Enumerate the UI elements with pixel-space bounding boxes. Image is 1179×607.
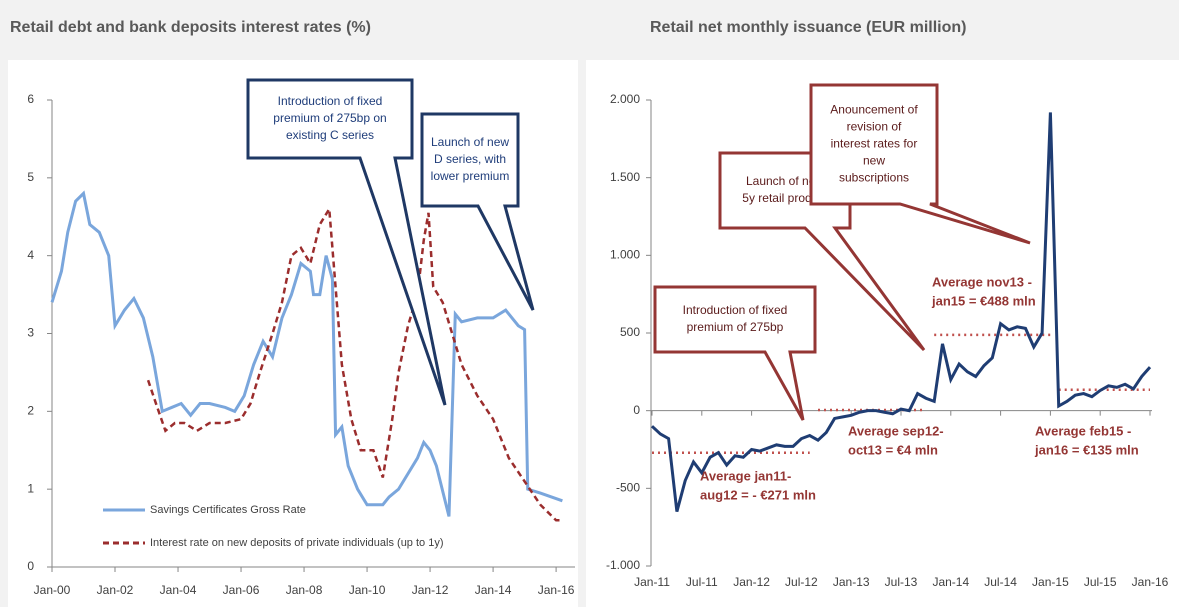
x-tick-label: Jan-14: [932, 575, 969, 589]
callout: [420, 112, 535, 311]
legend-label: Interest rate on new deposits of private…: [150, 537, 444, 549]
x-tick-label: Jan-15: [1032, 575, 1069, 589]
series-line: [50, 190, 563, 517]
y-tick-label: 0: [27, 559, 34, 573]
callout-text: subscriptions: [839, 171, 909, 185]
callout-text: Launch of new: [746, 174, 824, 188]
y-tick-label: 1.000: [610, 248, 640, 262]
x-tick-label: Jul-13: [885, 575, 918, 589]
x-tick-label: Jul-11: [686, 575, 718, 589]
callout-text: revision of: [847, 120, 902, 134]
average-label: jan16 = €135 mln: [1034, 442, 1139, 457]
y-tick-label: 5: [27, 170, 34, 184]
callout-text: Introduction of fixed: [278, 94, 383, 108]
callout-text: Launch of new: [431, 135, 509, 149]
y-tick-label: 3: [27, 326, 34, 340]
x-tick-label: Jan-16: [1132, 575, 1169, 589]
y-tick-label: 6: [27, 92, 34, 106]
left-title: Retail debt and bank deposits interest r…: [10, 19, 371, 36]
y-tick-label: 500: [620, 325, 640, 339]
series-line: [650, 112, 1152, 513]
right-title: Retail net monthly issuance (EUR million…: [650, 19, 967, 36]
y-tick-label: 2: [27, 404, 34, 418]
callout-text: D series, with: [434, 152, 506, 166]
x-tick-label: Jan-04: [160, 583, 197, 597]
legend-label: Savings Certificates Gross Rate: [150, 504, 306, 516]
average-label: Average feb15 -: [1035, 423, 1131, 438]
x-tick-label: Jan-10: [349, 583, 386, 597]
y-tick-label: 1: [27, 481, 34, 495]
callout-text: 5y retail product: [742, 191, 828, 205]
x-tick-label: Jan-02: [97, 583, 134, 597]
callout-text: existing C series: [286, 128, 374, 142]
y-tick-label: 4: [27, 248, 34, 262]
callout: [809, 83, 1031, 245]
x-tick-label: Jan-11: [634, 575, 670, 589]
callout-text: Introduction of fixed: [683, 303, 788, 317]
x-tick-label: Jul-15: [1084, 575, 1117, 589]
y-tick-label: -500: [616, 481, 640, 495]
callout-text: lower premium: [431, 169, 510, 183]
y-tick-label: 2.000: [610, 92, 640, 106]
y-tick-label: -1.000: [606, 558, 640, 572]
x-tick-label: Jan-13: [833, 575, 870, 589]
callout-text: new: [863, 154, 885, 168]
callout: [653, 285, 817, 421]
average-label: Average nov13 -: [932, 274, 1032, 289]
x-tick-label: Jul-12: [785, 575, 818, 589]
average-label: Average sep12-: [848, 423, 944, 438]
callout-text: premium of 275bp: [687, 320, 784, 334]
x-tick-label: Jan-06: [223, 583, 260, 597]
y-tick-label: 1.500: [610, 170, 640, 184]
series-line: [146, 205, 563, 522]
x-tick-label: Jan-08: [286, 583, 323, 597]
x-tick-label: Jul-14: [984, 575, 1017, 589]
x-tick-label: Jan-12: [412, 583, 449, 597]
callout-text: interest rates for: [831, 137, 918, 151]
callout: [246, 78, 447, 406]
x-tick-label: Jan-00: [34, 583, 71, 597]
callout-text: premium of 275bp on: [273, 111, 386, 125]
average-label: oct13 = €4 mln: [848, 442, 938, 457]
average-label: aug12 = - €271 mln: [700, 487, 816, 502]
x-tick-label: Jan-16: [538, 583, 575, 597]
x-tick-label: Jan-14: [475, 583, 512, 597]
callout-text: Anouncement of: [830, 103, 918, 117]
average-label: Average jan11-: [700, 468, 791, 483]
y-tick-label: 0: [633, 403, 640, 417]
average-label: jan15 = €488 mln: [931, 293, 1036, 308]
x-tick-label: Jan-12: [733, 575, 770, 589]
